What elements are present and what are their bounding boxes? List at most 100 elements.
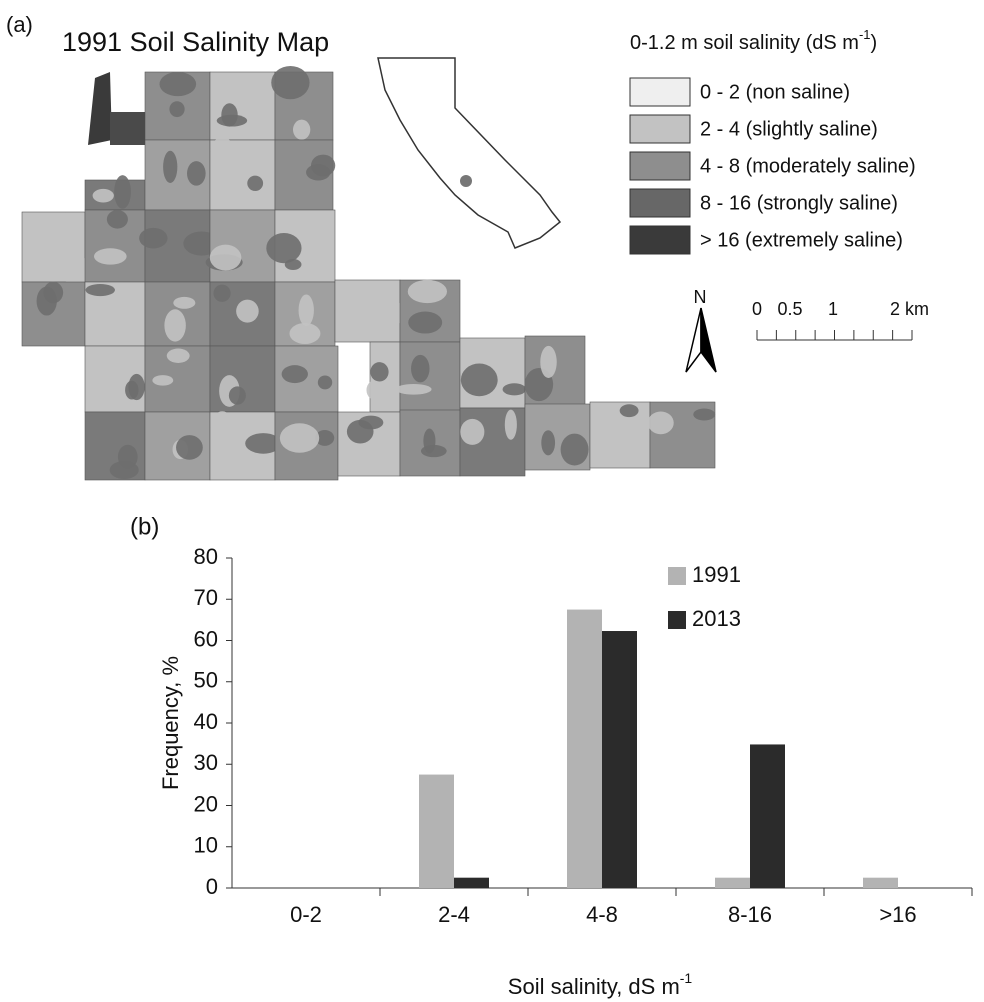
north-label: N xyxy=(694,287,707,307)
map-patch xyxy=(315,429,335,446)
north-arrow-right xyxy=(700,307,717,373)
legend-label: 8 - 16 (strongly saline) xyxy=(700,192,898,214)
map-patch xyxy=(370,362,389,382)
map-tile xyxy=(209,139,276,211)
map-patch xyxy=(93,248,127,265)
map-patch xyxy=(166,348,190,363)
y-tick-label: 80 xyxy=(194,544,218,569)
map-patch xyxy=(540,345,557,379)
legend-label: > 16 (extremely saline) xyxy=(700,229,903,251)
map-patch xyxy=(85,307,110,319)
bar xyxy=(602,631,637,888)
bar xyxy=(750,744,785,888)
map-patch xyxy=(289,323,321,345)
map-patch xyxy=(164,309,186,342)
map-patch xyxy=(366,378,392,402)
legend-swatch xyxy=(629,151,691,181)
map-patch xyxy=(271,65,310,100)
map-patch xyxy=(210,411,234,444)
legend-swatch xyxy=(668,567,686,585)
map-patch xyxy=(236,299,259,323)
map-patch xyxy=(176,435,203,460)
legend-label: 2013 xyxy=(692,606,741,631)
x-tick-label: >16 xyxy=(879,902,916,927)
legend-title-close: ) xyxy=(871,32,878,54)
map-patch xyxy=(293,119,311,140)
map-patch xyxy=(460,418,485,445)
map-patch xyxy=(504,409,517,440)
map-tile xyxy=(209,71,276,141)
map-patch xyxy=(502,383,527,396)
map-patch xyxy=(163,150,178,184)
map-patch xyxy=(36,286,57,316)
map-patch xyxy=(209,244,242,271)
map-patch xyxy=(317,375,333,390)
map-patch xyxy=(411,354,430,383)
y-tick-label: 30 xyxy=(194,750,218,775)
panel-label: (a) xyxy=(6,12,33,37)
map-patch xyxy=(169,101,185,118)
map-patch xyxy=(693,408,716,421)
y-tick-label: 10 xyxy=(194,833,218,858)
map-patch xyxy=(298,294,314,327)
map-patch xyxy=(187,161,206,186)
map-patch xyxy=(281,365,308,384)
panel-label: (b) xyxy=(130,513,159,540)
legend-title-sup: -1 xyxy=(859,27,871,42)
legend-swatch xyxy=(668,611,686,629)
legend-label: 0 - 2 (non saline) xyxy=(700,81,850,103)
y-tick-label: 70 xyxy=(194,585,218,610)
map-patch xyxy=(596,450,626,465)
legend-label: 4 - 8 (moderately saline) xyxy=(700,155,916,177)
map-patch xyxy=(647,411,674,435)
x-tick-label: 0-2 xyxy=(290,902,322,927)
map-patch xyxy=(173,296,196,309)
map-patch xyxy=(92,188,114,203)
legend-title: 0-1.2 m soil salinity (dS m-1) xyxy=(630,27,877,54)
map-patch xyxy=(247,175,264,191)
map-patch xyxy=(221,103,238,127)
scale-label: 1 xyxy=(828,299,838,319)
y-axis-label: Frequency, % xyxy=(158,656,183,790)
map-patch xyxy=(228,386,246,405)
map-patch xyxy=(152,375,174,386)
map-patch xyxy=(395,383,432,395)
map-patch xyxy=(128,373,145,401)
x-tick-label: 8-16 xyxy=(728,902,772,927)
site-location xyxy=(460,175,472,187)
legend-swatch xyxy=(629,77,691,107)
legend-label: 1991 xyxy=(692,562,741,587)
scale-label: 0 xyxy=(752,299,762,319)
bar xyxy=(863,877,898,888)
map-patch xyxy=(245,433,282,454)
x-tick-label: 4-8 xyxy=(586,902,618,927)
y-tick-label: 60 xyxy=(194,626,218,651)
map-patch xyxy=(407,279,447,304)
salinity-map xyxy=(21,65,716,481)
y-tick-label: 40 xyxy=(194,709,218,734)
y-tick-label: 50 xyxy=(194,668,218,693)
map-patch xyxy=(306,164,331,181)
map-patch xyxy=(210,137,235,164)
map-patch xyxy=(266,232,302,264)
map-patch xyxy=(139,227,168,249)
legend-title-text: 0-1.2 m soil salinity (dS m xyxy=(630,32,859,54)
legend-swatch xyxy=(629,225,691,255)
map-patch xyxy=(109,461,139,480)
bar xyxy=(715,877,750,888)
x-axis-label-sup: -1 xyxy=(680,970,693,986)
y-tick-label: 20 xyxy=(194,791,218,816)
map-patch xyxy=(114,175,131,209)
scale-label: 0.5 xyxy=(777,299,802,319)
legend-swatch xyxy=(629,114,691,144)
y-tick-label: 0 xyxy=(206,874,218,899)
north-arrow-left xyxy=(685,307,702,373)
bar xyxy=(567,609,602,888)
map-patch xyxy=(560,433,589,466)
map-tile xyxy=(110,112,145,145)
scale-label: 2 km xyxy=(890,299,929,319)
x-axis-label: Soil salinity, dS m-1 xyxy=(508,970,693,999)
map-patch xyxy=(57,256,94,285)
map-patch xyxy=(346,419,374,444)
